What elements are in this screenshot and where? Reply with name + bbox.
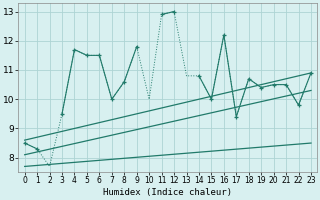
X-axis label: Humidex (Indice chaleur): Humidex (Indice chaleur) [103, 188, 232, 197]
